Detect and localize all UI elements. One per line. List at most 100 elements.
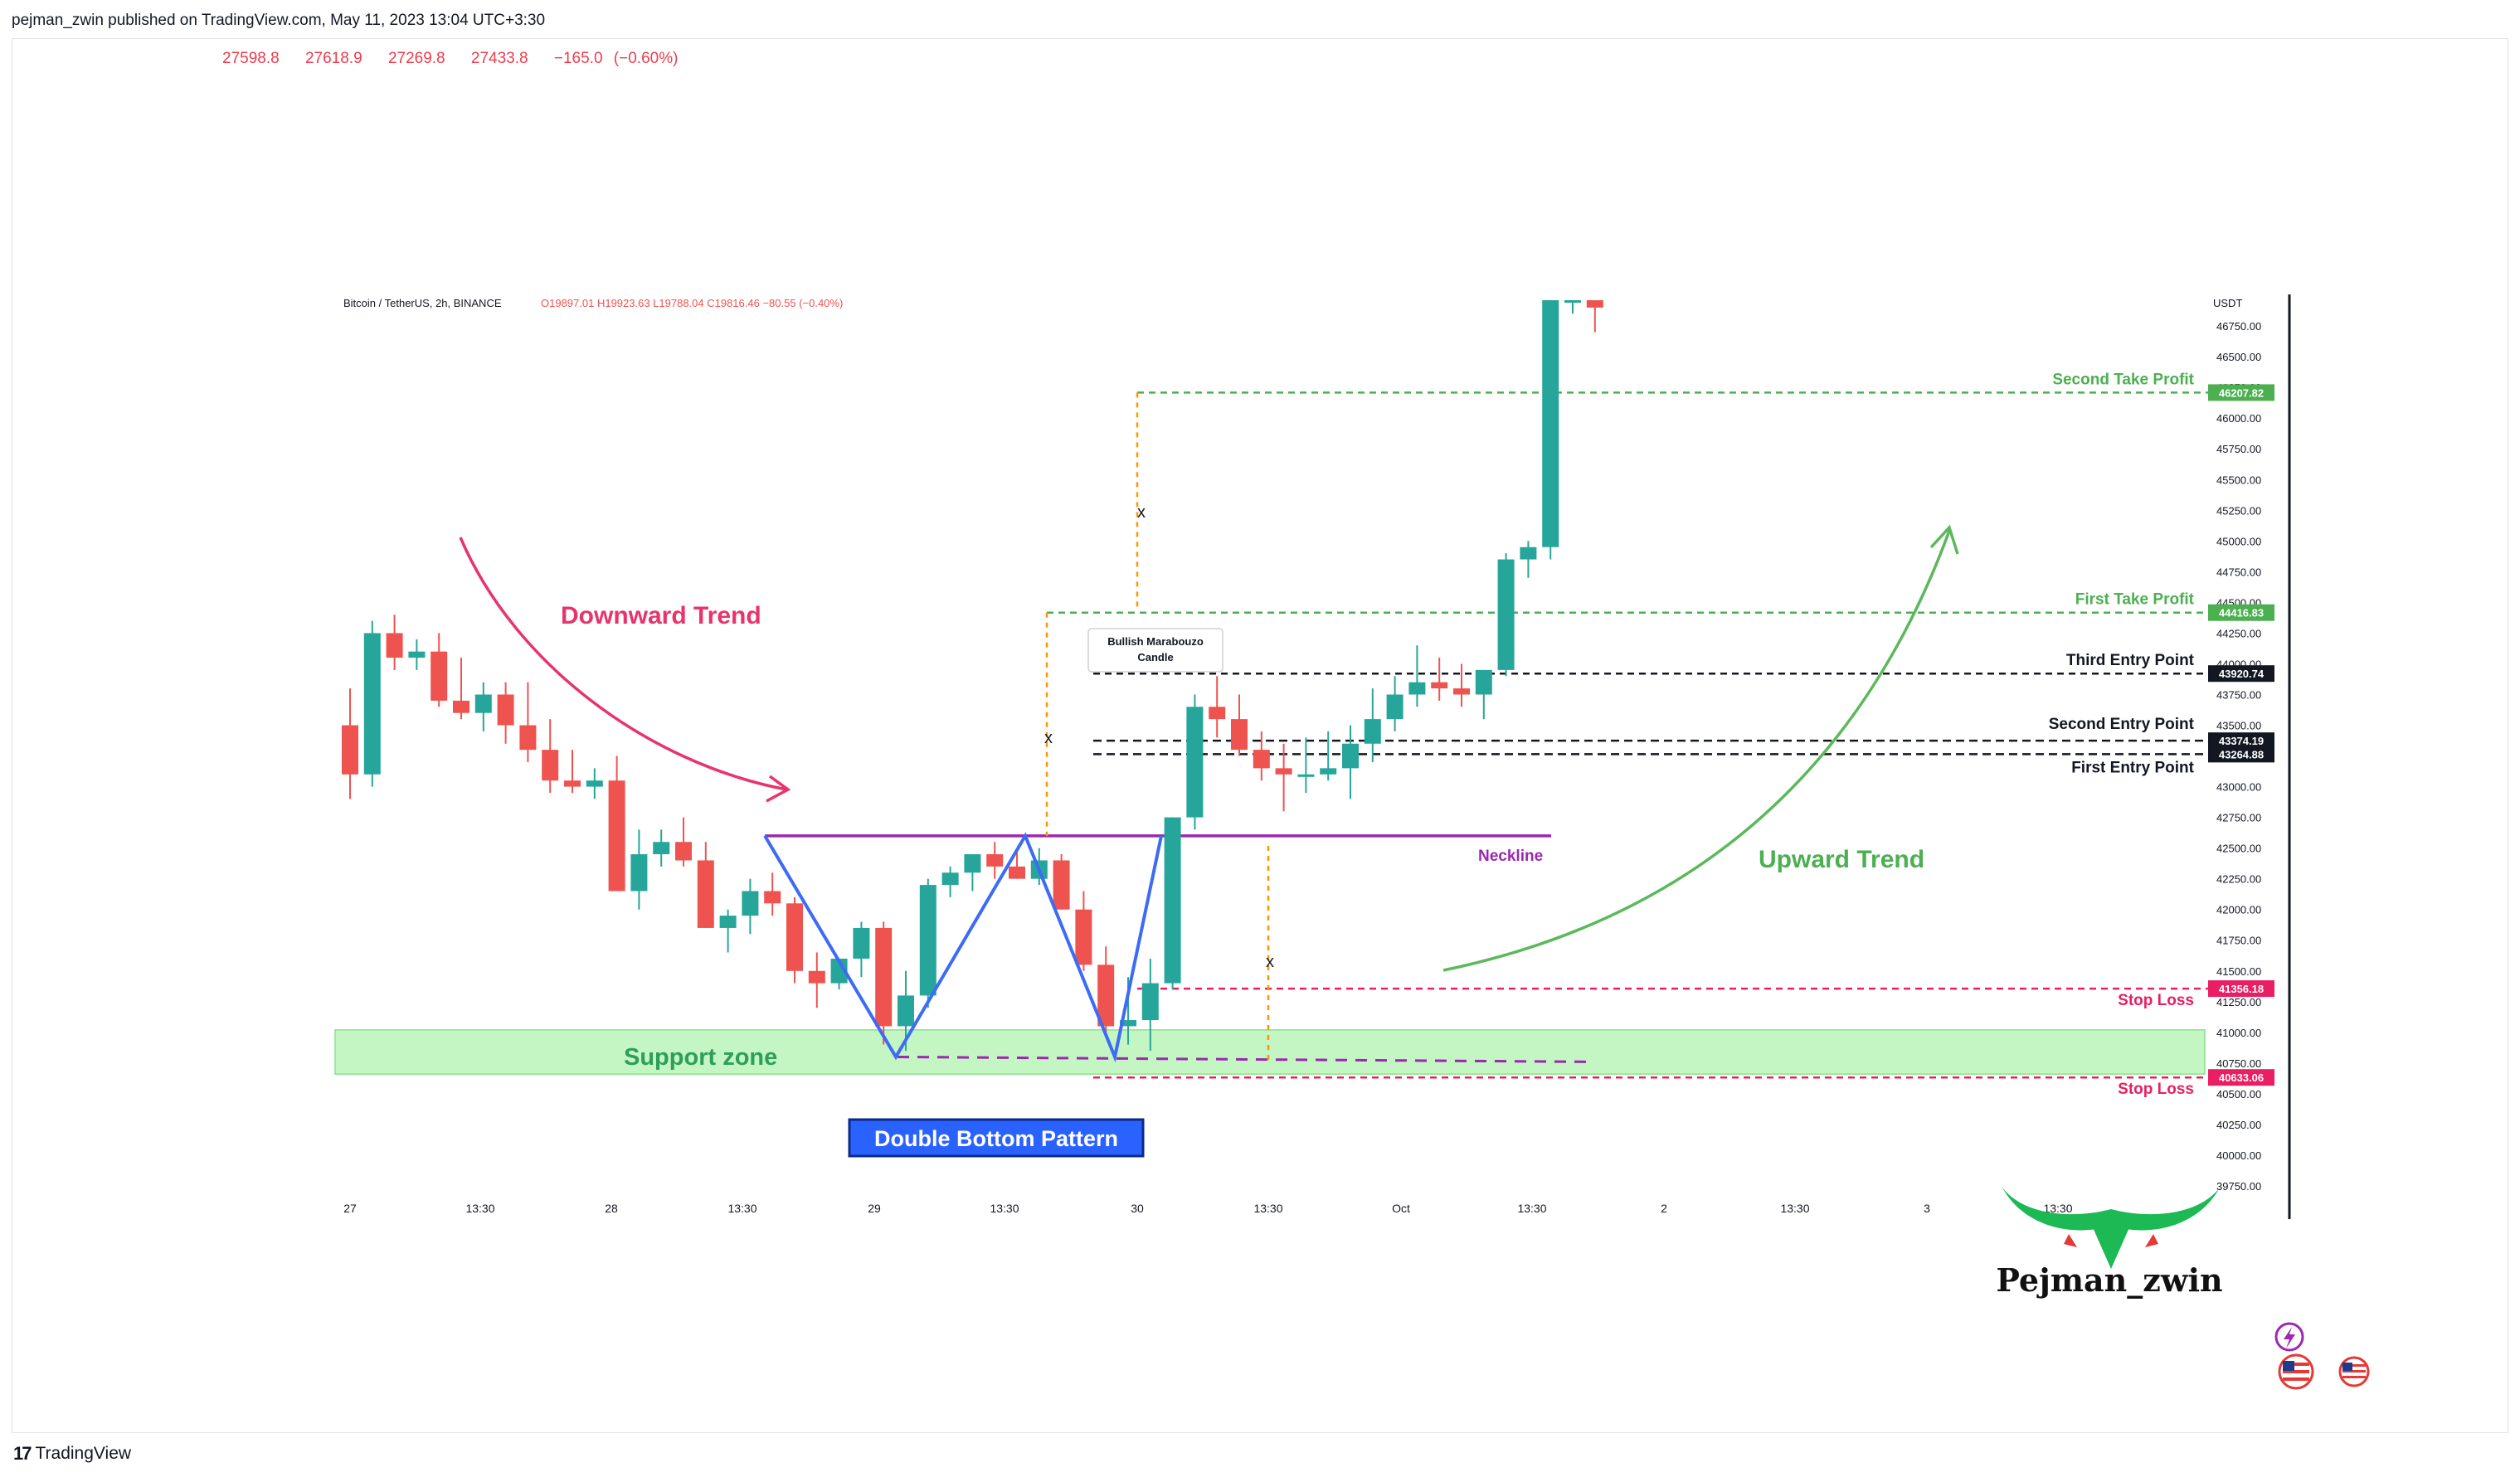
header-ohlc: 27598.8 27618.9 27269.8 27433.8 −165.0 (… xyxy=(222,50,693,68)
candle-body xyxy=(830,958,848,984)
chart-title: Bitcoin / TetherUS, 2h, BINANCE xyxy=(343,297,502,309)
pattern-label: Double Bottom Pattern xyxy=(874,1126,1118,1151)
candle-body xyxy=(986,854,1004,867)
candle-body xyxy=(1386,694,1404,720)
candle-body xyxy=(875,927,893,1027)
candle-body xyxy=(1497,559,1515,670)
x-tick-label: 13:30 xyxy=(990,1202,1019,1215)
y-tick-label: 45000.00 xyxy=(2216,535,2261,547)
y-tick-label: 46500.00 xyxy=(2216,351,2261,363)
double-bottom-zigzag xyxy=(763,832,1163,1063)
candle-body xyxy=(808,970,825,984)
lightning-icon[interactable] xyxy=(2274,1322,2304,1352)
bull-horns-logo-icon xyxy=(2002,1188,2220,1269)
upward-trend-label: Upward Trend xyxy=(1759,846,1924,873)
y-tick-label: 46750.00 xyxy=(2216,320,2261,333)
currency-label: USDT xyxy=(2213,297,2242,309)
y-tick-label: 43000.00 xyxy=(2216,781,2261,794)
x-tick-label: 27 xyxy=(343,1202,357,1215)
candle-body xyxy=(474,694,492,713)
candle-body xyxy=(1097,964,1115,1027)
bottom-dashed-line xyxy=(897,1055,1593,1063)
candle-body xyxy=(1364,719,1381,744)
x-tick-label: 13:30 xyxy=(727,1202,756,1215)
candle-body xyxy=(919,885,936,996)
candle-body xyxy=(363,633,381,775)
x-tick-label: 13:30 xyxy=(1253,1202,1282,1215)
stop-loss-2-label: Stop Loss xyxy=(2118,1081,2194,1098)
first-take-profit-label: First Take Profit xyxy=(2075,591,2195,609)
y-tick-label: 44250.00 xyxy=(2216,627,2261,639)
candle-body xyxy=(630,854,648,892)
y-tick-label: 43750.00 xyxy=(2216,688,2261,701)
candle-body xyxy=(1453,688,1470,695)
footer-brand[interactable]: TradingView xyxy=(35,1444,132,1463)
price-label-box xyxy=(2208,665,2274,683)
x-mark: x xyxy=(1044,729,1053,747)
candle-body xyxy=(1186,707,1204,818)
x-mark: x xyxy=(1266,953,1274,971)
candle-body xyxy=(1320,768,1337,775)
candle-body xyxy=(1542,300,1559,547)
publish-info: pejman_zwin published on TradingView.com… xyxy=(12,12,546,29)
y-tick-label: 42750.00 xyxy=(2216,812,2261,824)
ohlc-high: 27618.9 xyxy=(304,50,362,67)
candle-body xyxy=(653,842,670,855)
price-label-text: 46207.82 xyxy=(2219,386,2264,399)
footer: 17 TradingView xyxy=(13,1443,131,1465)
downward-trend-arrowhead xyxy=(766,775,791,803)
candle-body xyxy=(1564,300,1581,303)
price-label-box xyxy=(2208,384,2274,401)
watermark-name: Pejman_zwin xyxy=(1996,1261,2222,1299)
us-flag-icon[interactable] xyxy=(2278,1353,2314,1390)
candle-body xyxy=(1053,860,1070,910)
candle-body xyxy=(453,700,469,713)
x-tick-label: 28 xyxy=(605,1202,618,1215)
x-tick-label: 13:30 xyxy=(2043,1202,2072,1215)
x-tick-label: Oct xyxy=(1392,1202,1410,1215)
price-label-text: 43374.19 xyxy=(2219,735,2264,747)
pattern-label-box xyxy=(848,1118,1145,1158)
chart-frame xyxy=(12,38,2508,1433)
ohlc-open: 27598.8 xyxy=(222,50,280,67)
chart-legend-ohlc: O19897.01 H19923.63 L19788.04 C19816.46 … xyxy=(541,297,843,309)
y-tick-label: 40250.00 xyxy=(2216,1119,2261,1131)
y-tick-label: 41250.00 xyxy=(2216,996,2261,1008)
ohlc-low: 27269.8 xyxy=(387,50,445,67)
candle-note-line1: Bullish Marabouzo xyxy=(1107,635,1204,648)
price-label-box xyxy=(2208,980,2274,998)
candle-body xyxy=(608,780,625,892)
tradingview-logo-icon[interactable]: 17 xyxy=(13,1443,32,1464)
candle-body xyxy=(1209,707,1226,720)
candle-body xyxy=(1342,743,1359,769)
price-label-text: 43920.74 xyxy=(2219,668,2265,680)
support-zone xyxy=(334,1029,2206,1075)
candle-body xyxy=(519,725,537,751)
candle-body xyxy=(1231,719,1248,751)
price-label-text: 43264.88 xyxy=(2219,748,2264,760)
candle-body xyxy=(1475,669,1492,695)
candle-body xyxy=(431,651,448,701)
price-label-box xyxy=(2208,1069,2274,1086)
price-label-text: 44416.83 xyxy=(2219,607,2264,619)
x-tick-label: 13:30 xyxy=(465,1202,494,1215)
candle-body xyxy=(386,633,403,658)
downward-trend-label: Downward Trend xyxy=(561,602,761,629)
x-tick-label: 30 xyxy=(1131,1202,1144,1215)
price-label-box xyxy=(2208,746,2274,763)
price-label-text: 40633.06 xyxy=(2219,1071,2264,1084)
y-tick-label: 42000.00 xyxy=(2216,904,2261,916)
candle-body xyxy=(542,750,559,781)
us-flag-icon[interactable] xyxy=(2338,1356,2370,1387)
support-zone-label: Support zone xyxy=(624,1044,777,1071)
y-tick-label: 41500.00 xyxy=(2216,965,2261,978)
x-tick-label: 2 xyxy=(1661,1202,1667,1215)
candle-body xyxy=(697,860,714,928)
price-label-box xyxy=(2208,732,2274,750)
candle-body xyxy=(1586,300,1603,308)
candle-body xyxy=(898,995,914,1027)
candle-body xyxy=(964,854,981,873)
candle-body xyxy=(1297,774,1315,777)
second-entry-label: Second Entry Point xyxy=(2049,716,2195,733)
